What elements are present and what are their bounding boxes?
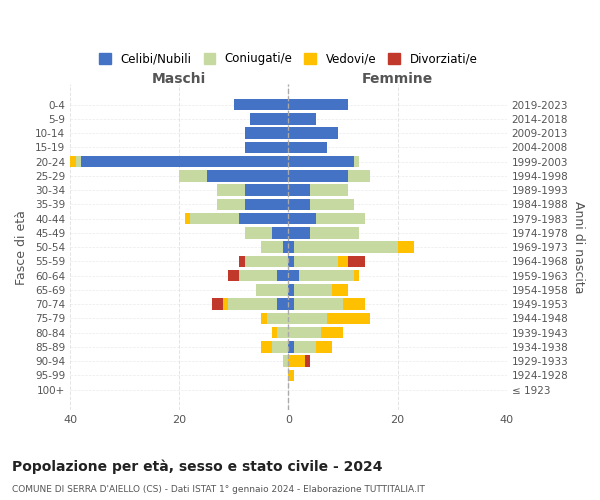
Bar — [294, 341, 316, 352]
Bar — [316, 213, 365, 224]
Bar — [217, 198, 245, 210]
Bar — [354, 156, 359, 168]
Bar — [321, 327, 343, 338]
Y-axis label: Anni di nascita: Anni di nascita — [572, 201, 585, 294]
Bar — [289, 142, 326, 153]
Bar — [70, 156, 76, 168]
Bar — [212, 298, 223, 310]
Bar — [299, 270, 354, 281]
Bar — [310, 198, 354, 210]
Bar — [316, 341, 332, 352]
Bar — [245, 198, 289, 210]
Bar — [277, 327, 289, 338]
Bar — [223, 298, 229, 310]
Bar — [179, 170, 206, 181]
Bar — [229, 298, 277, 310]
Bar — [239, 256, 245, 267]
Bar — [289, 184, 310, 196]
Bar — [289, 284, 294, 296]
Bar — [289, 341, 294, 352]
Text: COMUNE DI SERRA D'AIELLO (CS) - Dati ISTAT 1° gennaio 2024 - Elaborazione TUTTIT: COMUNE DI SERRA D'AIELLO (CS) - Dati IST… — [12, 485, 425, 494]
Bar — [289, 256, 294, 267]
Bar — [289, 370, 294, 381]
Bar — [256, 284, 289, 296]
Bar — [289, 356, 305, 367]
Bar — [326, 312, 370, 324]
Bar — [245, 256, 289, 267]
Bar — [289, 227, 310, 238]
Bar — [294, 256, 338, 267]
Bar — [289, 213, 316, 224]
Bar — [234, 99, 289, 110]
Bar — [245, 142, 289, 153]
Bar — [76, 156, 81, 168]
Bar — [239, 213, 289, 224]
Bar — [294, 298, 343, 310]
Bar — [277, 298, 289, 310]
Bar — [261, 242, 283, 253]
Legend: Celibi/Nubili, Coniugati/e, Vedovi/e, Divorziati/e: Celibi/Nubili, Coniugati/e, Vedovi/e, Di… — [95, 48, 482, 70]
Bar — [245, 128, 289, 139]
Bar — [349, 170, 370, 181]
Bar — [289, 298, 294, 310]
Bar — [190, 213, 239, 224]
Bar — [272, 327, 277, 338]
Bar — [250, 113, 289, 124]
Bar — [289, 170, 349, 181]
Bar — [289, 156, 354, 168]
Bar — [239, 270, 277, 281]
Bar — [289, 270, 299, 281]
Bar — [266, 312, 289, 324]
Bar — [310, 227, 359, 238]
Bar — [206, 170, 289, 181]
Text: Popolazione per età, sesso e stato civile - 2024: Popolazione per età, sesso e stato civil… — [12, 460, 383, 474]
Bar — [289, 113, 316, 124]
Bar — [261, 341, 272, 352]
Text: Femmine: Femmine — [362, 72, 433, 86]
Bar — [289, 99, 349, 110]
Bar — [354, 270, 359, 281]
Bar — [305, 356, 310, 367]
Bar — [272, 227, 289, 238]
Y-axis label: Fasce di età: Fasce di età — [15, 210, 28, 284]
Text: Maschi: Maschi — [152, 72, 206, 86]
Bar — [245, 227, 272, 238]
Bar — [294, 242, 398, 253]
Bar — [277, 270, 289, 281]
Bar — [294, 284, 332, 296]
Bar — [398, 242, 414, 253]
Bar — [332, 284, 349, 296]
Bar — [289, 128, 338, 139]
Bar — [289, 312, 326, 324]
Bar — [283, 356, 289, 367]
Bar — [245, 184, 289, 196]
Bar — [349, 256, 365, 267]
Bar — [261, 312, 266, 324]
Bar — [229, 270, 239, 281]
Bar — [289, 198, 310, 210]
Bar — [289, 327, 321, 338]
Bar — [217, 184, 245, 196]
Bar — [272, 341, 289, 352]
Bar — [343, 298, 365, 310]
Bar — [81, 156, 289, 168]
Bar — [338, 256, 349, 267]
Bar — [289, 242, 294, 253]
Bar — [310, 184, 349, 196]
Bar — [283, 242, 289, 253]
Bar — [185, 213, 190, 224]
